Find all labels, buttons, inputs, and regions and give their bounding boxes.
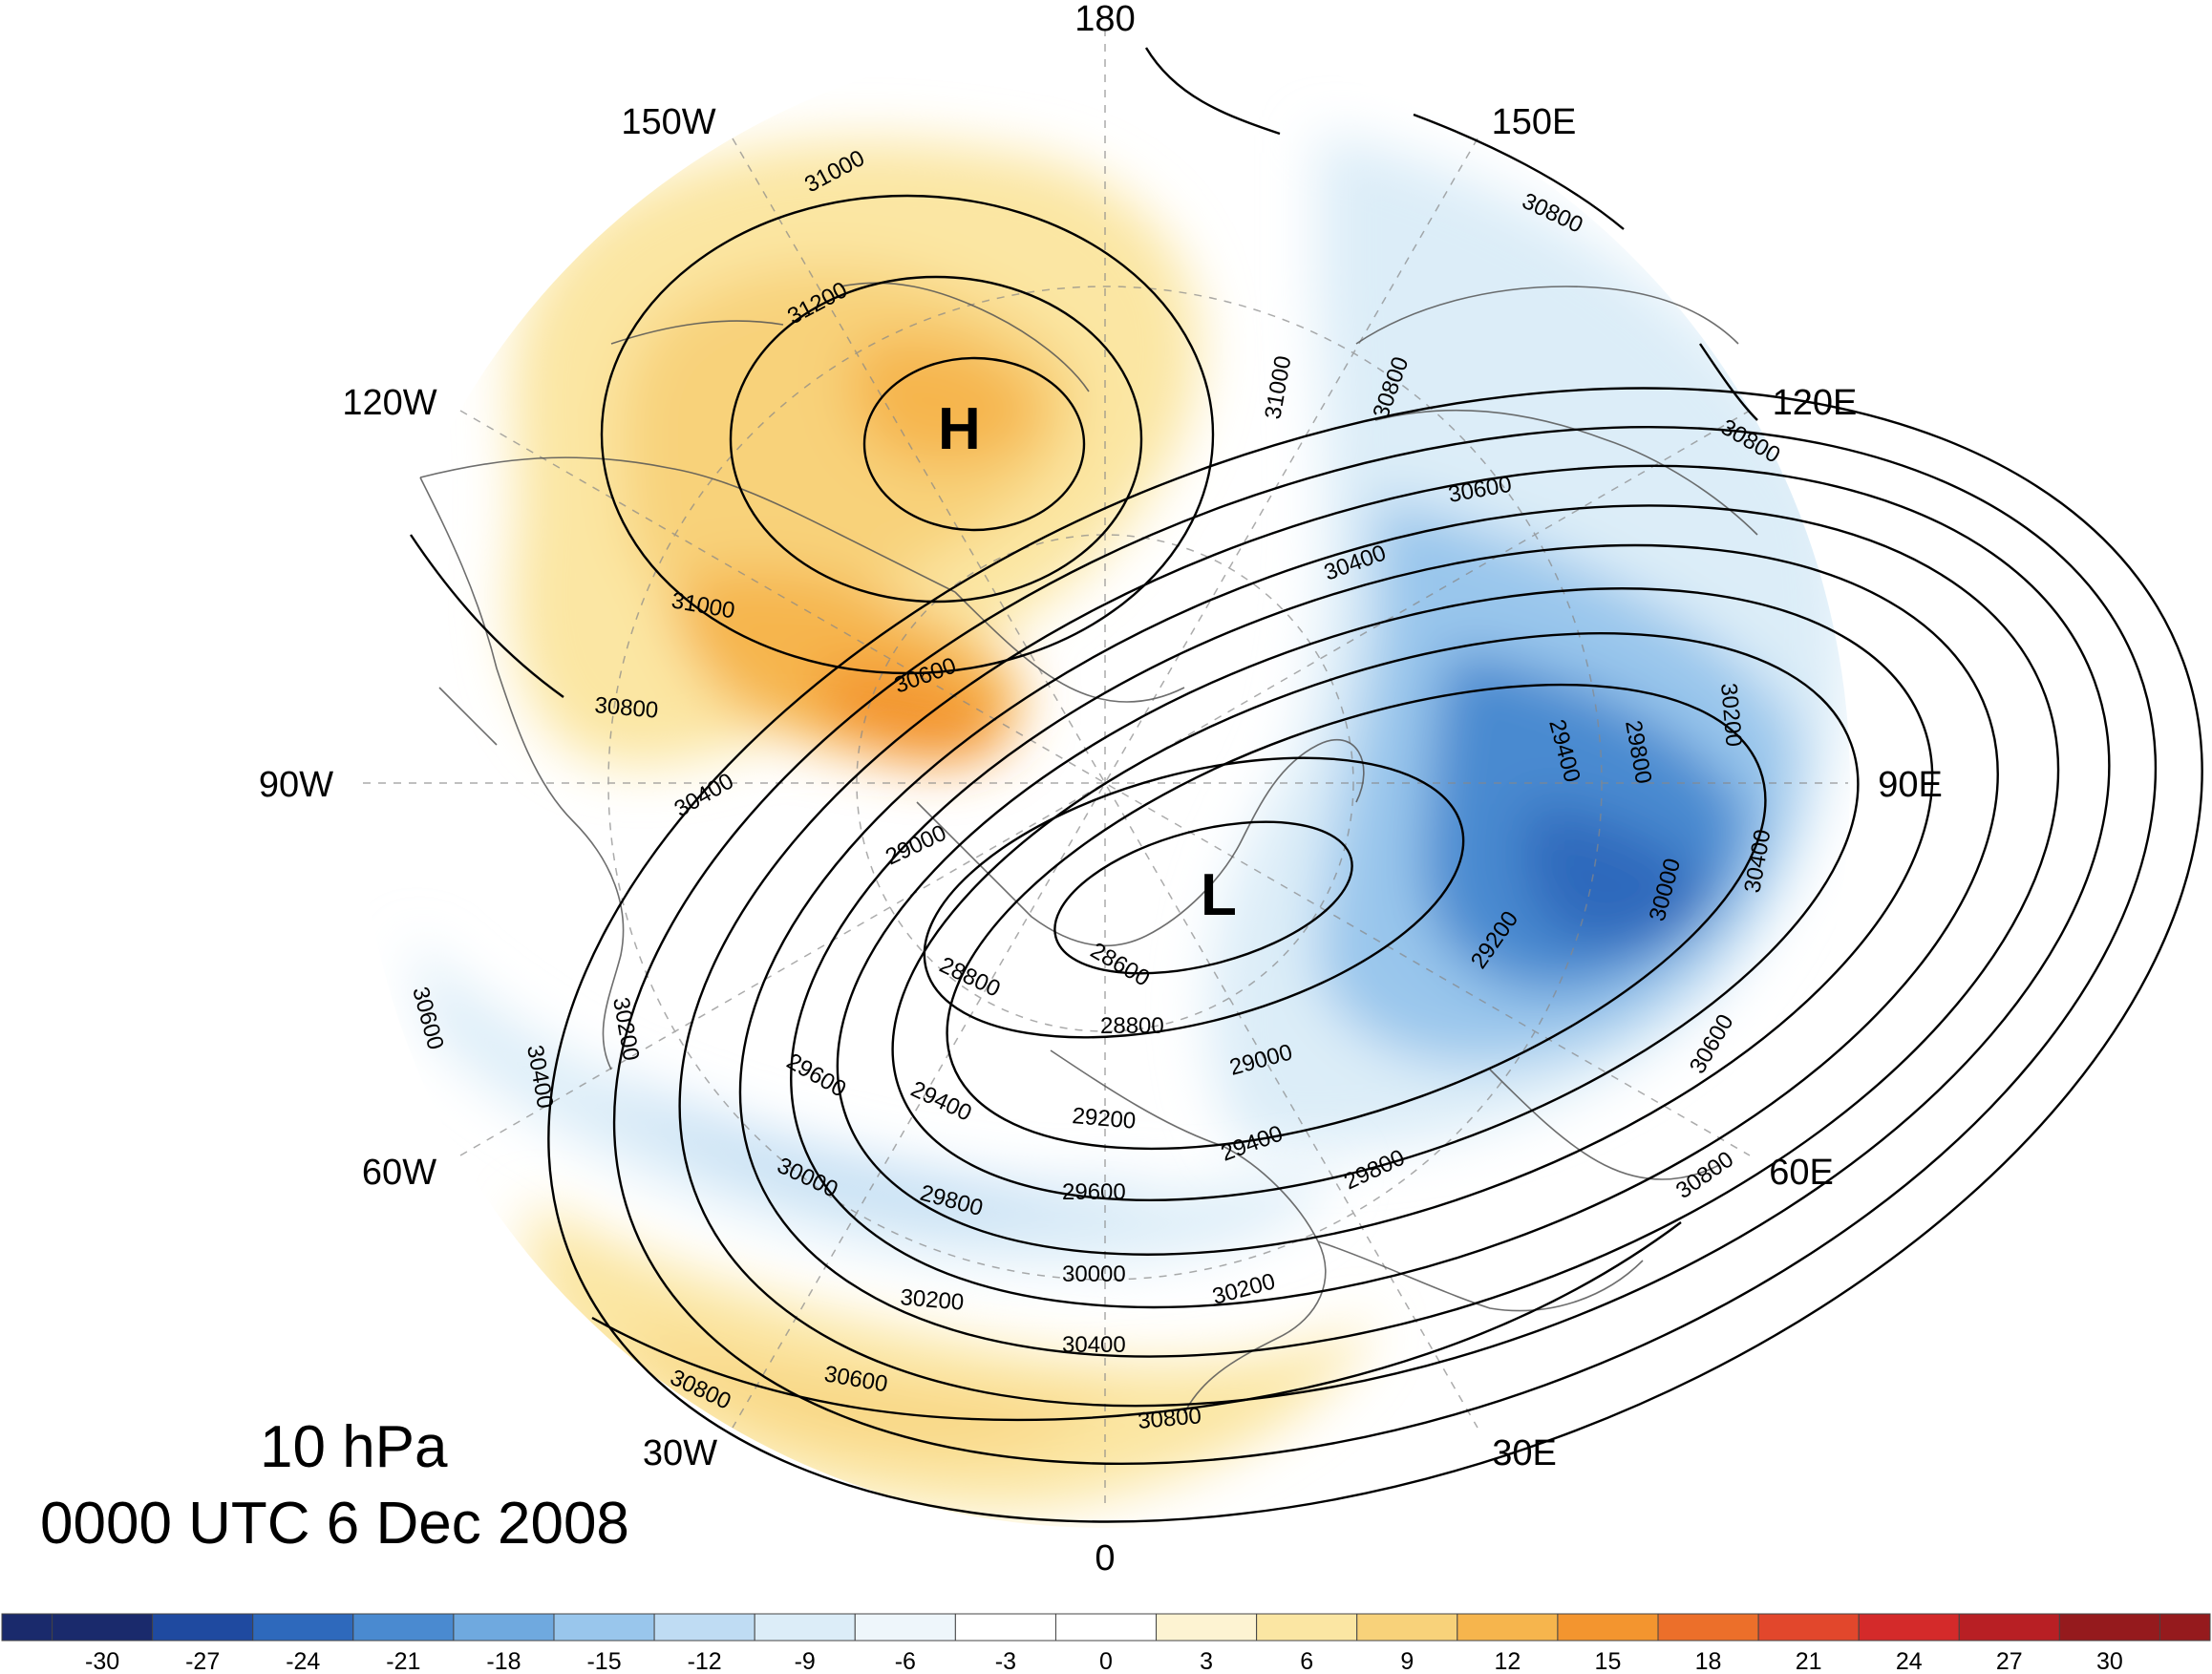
colorbar-tick-label: 27 [1996,1648,2023,1674]
colorbar-tick-label: -6 [895,1648,916,1674]
colorbar-swatch [1657,1613,1759,1642]
colorbar-swatch [553,1613,655,1642]
colorbar-swatch [1,1613,53,1642]
contour-label: 28800 [1100,1013,1164,1039]
colorbar-tick-label: 21 [1796,1648,1822,1674]
contour-label: 29800 [1340,1145,1409,1196]
lon-label-60e: 60E [1769,1153,1834,1193]
colorbar-tick-label: -27 [185,1648,220,1674]
colorbar-swatch [2159,1613,2211,1642]
colorbar: -30 -27 -24 -21 -18 -15 -12 -9 -6 -3 0 3 6 9 12 15 18 21 2… [1,1613,2211,1674]
coastlines [419,282,1758,1414]
colorbar-tick-label: 12 [1494,1648,1521,1674]
contour-label: 30200 [899,1284,965,1316]
lon-label-90e: 90E [1878,765,1943,805]
lon-label-150w: 150W [621,102,715,142]
colorbar-tick-label: 15 [1595,1648,1622,1674]
contour-label: 30000 [1062,1261,1126,1287]
lon-label-150e: 150E [1492,102,1577,142]
colorbar-tick-label: 9 [1400,1648,1414,1674]
contour-label: 30400 [1062,1332,1126,1358]
contour-label: 30800 [593,692,659,724]
colorbar-tick-label: -24 [286,1648,320,1674]
colorbar-swatch [152,1613,254,1642]
colorbar-swatch [653,1613,755,1642]
colorbar-swatch [2058,1613,2160,1642]
graticule [363,29,1848,1509]
colorbar-swatch [1858,1613,1960,1642]
lon-label-90w: 90W [259,765,333,805]
colorbar-swatch [1457,1613,1559,1642]
height-contours [410,47,2203,1523]
contour-label: 30200 [607,995,644,1062]
colorbar-swatch [1356,1613,1458,1642]
lon-label-30e: 30E [1492,1433,1557,1473]
colorbar-tick-label: -21 [386,1648,420,1674]
colorbar-tick-label: 24 [1896,1648,1923,1674]
colorbar-tick-label: -18 [486,1648,521,1674]
colorbar-swatch [352,1613,455,1642]
colorbar-tick-label: 3 [1200,1648,1213,1674]
low-center-label: L [1201,862,1237,928]
colorbar-swatch [1557,1613,1659,1642]
contour-label: 30200 [1715,682,1747,748]
colorbar-tick-label: 6 [1300,1648,1313,1674]
high-center-label: H [938,396,981,462]
lon-label-120e: 120E [1773,383,1858,423]
colorbar-swatch [754,1613,856,1642]
colorbar-swatch [1054,1613,1158,1642]
contour-label: 30800 [1137,1403,1202,1434]
colorbar-tick-label: 18 [1695,1648,1722,1674]
colorbar-tick-label: 30 [2096,1648,2123,1674]
colorbar-tick-label: -15 [586,1648,621,1674]
colorbar-tick-label: -12 [688,1648,722,1674]
colorbar-swatch [453,1613,555,1642]
colorbar-tick-label: 0 [1099,1648,1113,1674]
colorbar-tick-label: -9 [795,1648,816,1674]
lon-label-120w: 120W [342,383,436,423]
colorbar-tick-label: -30 [85,1648,119,1674]
colorbar-swatch [854,1613,956,1642]
longitude-labels: 180 150E 120E 90E 60E 30E 0 30W 60W 90W … [259,0,1943,1579]
colorbar-swatch [1757,1613,1860,1642]
lon-label-30w: 30W [643,1433,717,1473]
colorbar-swatch [1958,1613,2060,1642]
contour-label: 29400 [906,1076,975,1127]
plot-title-level: 10 hPa [260,1414,448,1480]
colorbar-tick-label: -3 [995,1648,1016,1674]
colorbar-swatch [52,1613,154,1642]
colorbar-swatch [1156,1613,1258,1642]
colorbar-swatch [1256,1613,1358,1642]
contour-label: 28600 [1086,938,1154,992]
contour-label: 31000 [1260,354,1296,421]
contour-label: 29600 [1062,1179,1126,1205]
contour-label: 30400 [670,768,738,822]
plot-title-time: 0000 UTC 6 Dec 2008 [40,1491,629,1557]
colorbar-swatch [954,1613,1056,1642]
contour-label: 30600 [1685,1010,1739,1078]
contour-label: 29200 [1071,1103,1137,1134]
lon-label-0: 0 [1095,1538,1115,1579]
contour-label: 30200 [1210,1268,1278,1309]
lon-label-180: 180 [1074,0,1135,39]
colorbar-swatch [252,1613,354,1642]
contour-label: 30800 [1671,1147,1738,1204]
lon-label-60w: 60W [362,1153,436,1193]
